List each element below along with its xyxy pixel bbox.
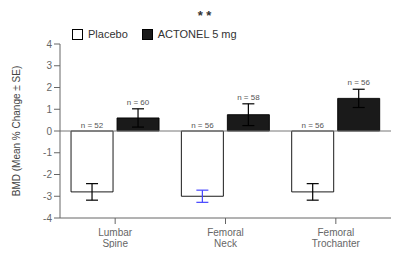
svg-text:n = 52: n = 52 [81, 121, 104, 130]
svg-text:BMD (Mean % Change ± SE): BMD (Mean % Change ± SE) [11, 66, 22, 197]
svg-text:4: 4 [46, 39, 52, 50]
svg-text:n = 56: n = 56 [301, 121, 324, 130]
svg-text:3: 3 [46, 60, 52, 71]
svg-text:LumbarSpine: LumbarSpine [98, 227, 133, 248]
svg-text:FemoralTrochanter: FemoralTrochanter [312, 227, 361, 248]
svg-text:1: 1 [46, 104, 52, 115]
svg-text:n = 60: n = 60 [127, 98, 150, 107]
svg-text:n = 58: n = 58 [237, 93, 260, 102]
svg-text:-3: -3 [43, 191, 52, 202]
svg-text:0: 0 [46, 126, 52, 137]
svg-text:-1: -1 [43, 147, 52, 158]
svg-text:n = 56: n = 56 [347, 78, 370, 87]
svg-text:-2: -2 [43, 169, 52, 180]
html-text:ACTONEL 5 mg: ACTONEL 5 mg [157, 28, 237, 40]
svg-text:-4: -4 [43, 213, 52, 224]
svg-text:n = 56: n = 56 [191, 121, 214, 130]
html-text:Placebo: Placebo [88, 28, 128, 40]
svg-text:2: 2 [46, 82, 52, 93]
svg-text:FemoralNeck: FemoralNeck [207, 227, 244, 248]
